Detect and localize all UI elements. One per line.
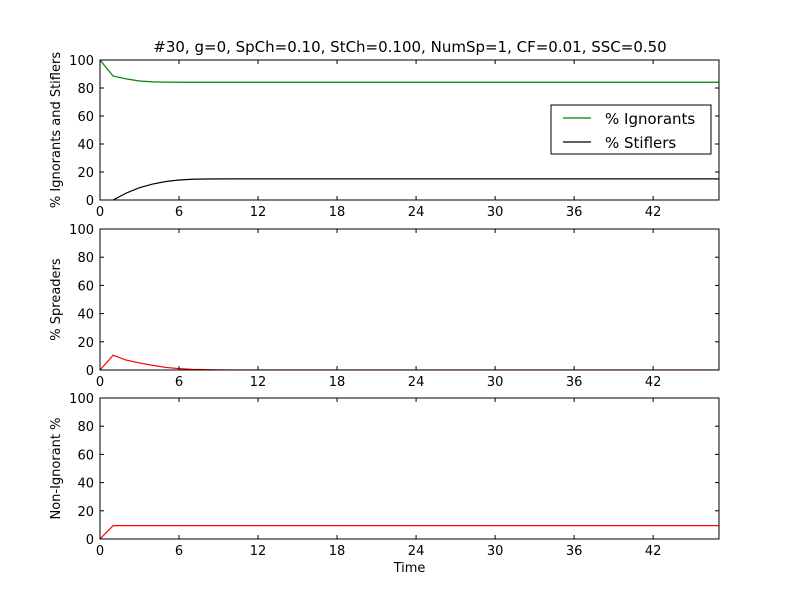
subplot-1: 0 6 12 18 24 30 36 42 0 20 40 60 80 100 % Ignorants an… — [49, 52, 720, 220]
x-tick-label: 42 — [645, 375, 662, 390]
x-tick-label: 24 — [408, 544, 425, 559]
x-tick-label: 18 — [329, 544, 346, 559]
series-line-ignorants — [100, 60, 719, 83]
legend-box — [550, 104, 712, 155]
x-tick-label: 18 — [329, 205, 346, 220]
y-tick-label: 20 — [77, 505, 94, 520]
y-tick-label: 80 — [77, 82, 94, 97]
y-axis-label: % Ignorants and Stiflers — [49, 52, 64, 208]
x-tick-label: 6 — [175, 544, 183, 559]
axes-frame — [99, 228, 720, 371]
y-tick-label: 40 — [77, 308, 94, 323]
x-tick-label: 12 — [250, 205, 267, 220]
y-axis-label: % Spreaders — [49, 258, 64, 341]
y-tick-label: 40 — [77, 477, 94, 492]
y-tick-label: 20 — [77, 336, 94, 351]
y-tick-label: 0 — [86, 364, 94, 379]
subplot-2: 0 6 12 18 24 30 36 42 0 20 40 60 80 100 % Spreaders — [49, 223, 720, 390]
y-tick-label: 80 — [77, 420, 94, 435]
x-tick-label: 30 — [487, 375, 504, 390]
x-tick-label: 36 — [566, 205, 583, 220]
x-tick-label: 6 — [175, 375, 183, 390]
x-tick-label: 12 — [250, 375, 267, 390]
y-tick-label: 60 — [77, 110, 94, 125]
x-tick-label: 24 — [408, 205, 425, 220]
y-axis-label: Non-Ignorant % — [49, 417, 64, 519]
series-line-3-1 — [100, 525, 719, 539]
series-line-stiflers — [112, 178, 719, 200]
x-tick-label: 30 — [487, 544, 504, 559]
x-tick-label: 24 — [408, 375, 425, 390]
subplot-3: 0 6 12 18 24 30 36 42 0 20 40 60 80 100 Non-Ignorant %… — [49, 392, 720, 576]
y-tick-label: 100 — [69, 54, 94, 69]
y-tick-label: 100 — [69, 223, 94, 238]
x-tick-label: 0 — [96, 205, 104, 220]
x-tick-label: 42 — [645, 544, 662, 559]
y-tick-label: 20 — [77, 166, 94, 181]
x-tick-label: 0 — [96, 544, 104, 559]
x-tick-label: 36 — [566, 544, 583, 559]
x-tick-label: 18 — [329, 375, 346, 390]
x-tick-label: 12 — [250, 544, 267, 559]
x-tick-label: 30 — [487, 205, 504, 220]
legend: % Ignorants % Stiflers — [550, 104, 712, 155]
legend-entry: % Stiflers — [605, 134, 676, 152]
x-tick-label: 6 — [175, 205, 183, 220]
x-tick-label: 36 — [566, 375, 583, 390]
x-axis-label: Time — [393, 561, 426, 576]
y-tick-label: 80 — [77, 251, 94, 266]
y-tick-label: 100 — [69, 392, 94, 407]
axes-frame — [99, 397, 720, 540]
x-tick-label: 0 — [96, 375, 104, 390]
y-tick-label: 0 — [86, 194, 94, 209]
legend-entry: % Ignorants — [605, 110, 695, 128]
x-tick-label: 42 — [645, 205, 662, 220]
y-tick-label: 40 — [77, 138, 94, 153]
axes-frame — [99, 59, 720, 201]
y-tick-label: 60 — [77, 448, 94, 463]
y-tick-label: 0 — [86, 533, 94, 548]
figure-title: #30, g=0, SpCh=0.10, StCh=0.100, NumSp=1… — [153, 38, 666, 56]
y-tick-label: 60 — [77, 279, 94, 294]
